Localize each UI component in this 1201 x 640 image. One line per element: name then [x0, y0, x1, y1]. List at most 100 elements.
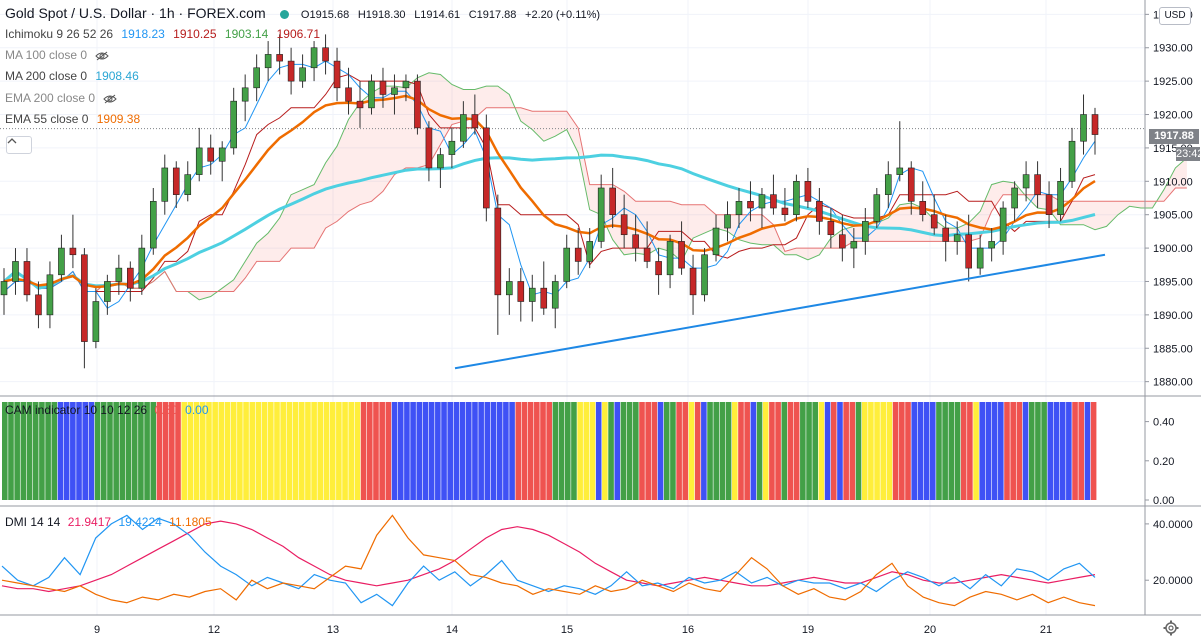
indicator-row-ma100[interactable]: MA 100 close 0: [5, 48, 110, 62]
indicator-label: Ichimoku 9 26 52 26: [5, 27, 114, 41]
cam-label: CAM indicator 10 10 12 26: [5, 403, 148, 417]
bearish-candle: [425, 127, 433, 169]
cam-bar: [385, 402, 392, 500]
bullish-candle: [862, 221, 869, 242]
bullish-candle: [391, 87, 398, 95]
bullish-candle: [873, 194, 881, 222]
cam-bar: [991, 402, 998, 500]
bearish-candle: [517, 281, 525, 302]
indicator-row-ma200[interactable]: MA 200 close 0 1908.46: [5, 69, 144, 83]
cam-bar: [212, 402, 218, 500]
indicator-row-ema200[interactable]: EMA 200 close 0: [5, 91, 118, 105]
eye-off-icon[interactable]: [95, 51, 110, 61]
cam-legend[interactable]: CAM indicator 10 10 12 26 0.50 0.00: [5, 403, 213, 417]
x-tick-label: 15: [561, 624, 573, 636]
bearish-candle: [965, 234, 972, 269]
cam-bar: [255, 402, 262, 500]
eye-off-icon[interactable]: [103, 94, 118, 104]
bullish-candle: [253, 67, 260, 89]
cam-bar: [694, 402, 701, 500]
y-tick-label: 1890.00: [1153, 310, 1193, 322]
cam-bar: [249, 402, 256, 500]
indicator-value: 1918.23: [121, 27, 165, 41]
bearish-candle: [127, 267, 134, 289]
cam-bar: [311, 402, 317, 500]
cam-bar: [589, 402, 596, 500]
symbol-title[interactable]: Gold Spot / U.S. Dollar · 1h · FOREX.com: [5, 5, 266, 21]
gear-icon[interactable]: [1163, 620, 1179, 636]
cam-bar: [534, 402, 540, 500]
x-tick-label: 9: [94, 624, 100, 636]
cam-bar: [32, 402, 39, 500]
currency-badge[interactable]: USD: [1159, 7, 1191, 25]
low-value: L1914.61: [414, 9, 461, 21]
cam-value: 0.00: [185, 403, 209, 417]
cam-bar: [818, 402, 825, 500]
cam-bar: [936, 402, 942, 500]
cam-bar: [775, 402, 781, 500]
cam-bar: [540, 402, 546, 500]
last-price-badge: 1917.88: [1149, 129, 1199, 144]
cam-bar: [354, 402, 361, 500]
bearish-candle: [816, 201, 823, 222]
cam-bar: [496, 402, 503, 500]
cam-bar: [682, 402, 689, 500]
cam-bar: [441, 402, 447, 500]
cam-bar: [397, 402, 404, 500]
candlesticks: [0, 34, 1099, 369]
bearish-candle: [81, 254, 88, 342]
y-tick-label: 1885.00: [1153, 343, 1193, 355]
cam-bar: [150, 402, 157, 500]
cam-bar: [973, 402, 979, 500]
bullish-candle: [149, 201, 157, 249]
cam-value: 0.50: [154, 403, 178, 417]
bullish-candle: [999, 207, 1007, 242]
cam-bar: [800, 402, 806, 500]
dmi-legend[interactable]: DMI 14 14 21.9417 19.4224 11.1805: [5, 515, 216, 529]
open-value: O1915.68: [300, 9, 350, 21]
dmi-series-line: [1, 520, 1096, 593]
cam-bar: [453, 402, 460, 500]
bullish-candle: [528, 287, 536, 302]
cam-bar: [428, 402, 435, 500]
indicator-row-ema55[interactable]: EMA 55 close 0 1909.38: [5, 112, 145, 126]
bullish-candle: [666, 241, 674, 276]
trendline[interactable]: [454, 253, 1106, 370]
bearish-candle: [494, 207, 502, 296]
dmi-series-line: [1, 514, 1096, 607]
bullish-candle: [701, 254, 708, 296]
y-tick-label: 1900.00: [1153, 243, 1193, 255]
indicator-row-ichimoku[interactable]: Ichimoku 9 26 52 26 1918.23 1910.25 1903…: [5, 27, 325, 41]
ma200-line: [3, 153, 1096, 290]
y-tick-label: 1930.00: [1153, 43, 1193, 55]
cam-bar: [193, 402, 200, 500]
high-value: H1918.30: [357, 9, 406, 21]
cam-bar: [465, 402, 472, 500]
cam-bar: [645, 402, 651, 500]
cam-bar: [719, 402, 726, 500]
dmi-label: DMI 14 14: [5, 515, 61, 529]
cam-bar: [131, 402, 138, 500]
cam-bar: [503, 402, 509, 500]
cam-bar: [329, 402, 336, 500]
cam-bar: [1047, 402, 1054, 500]
cam-bar: [874, 402, 880, 500]
cam-bar: [286, 402, 293, 500]
bearish-candle: [781, 207, 789, 215]
cam-bar: [144, 402, 150, 500]
cam-bar: [1090, 402, 1097, 500]
bullish-candle: [104, 281, 111, 302]
bullish-candle: [92, 301, 100, 342]
indicator-value: 1910.25: [173, 27, 217, 41]
cam-bar: [639, 402, 645, 500]
bullish-candle: [299, 67, 306, 82]
cam-bar: [268, 402, 274, 500]
collapse-legend-button[interactable]: [6, 136, 32, 154]
bearish-candle: [609, 187, 616, 215]
cam-bar: [713, 402, 720, 500]
x-tick-label: 19: [802, 624, 814, 636]
bearish-candle: [471, 114, 479, 129]
cam-bar: [1066, 402, 1072, 500]
bullish-candle: [218, 147, 226, 162]
